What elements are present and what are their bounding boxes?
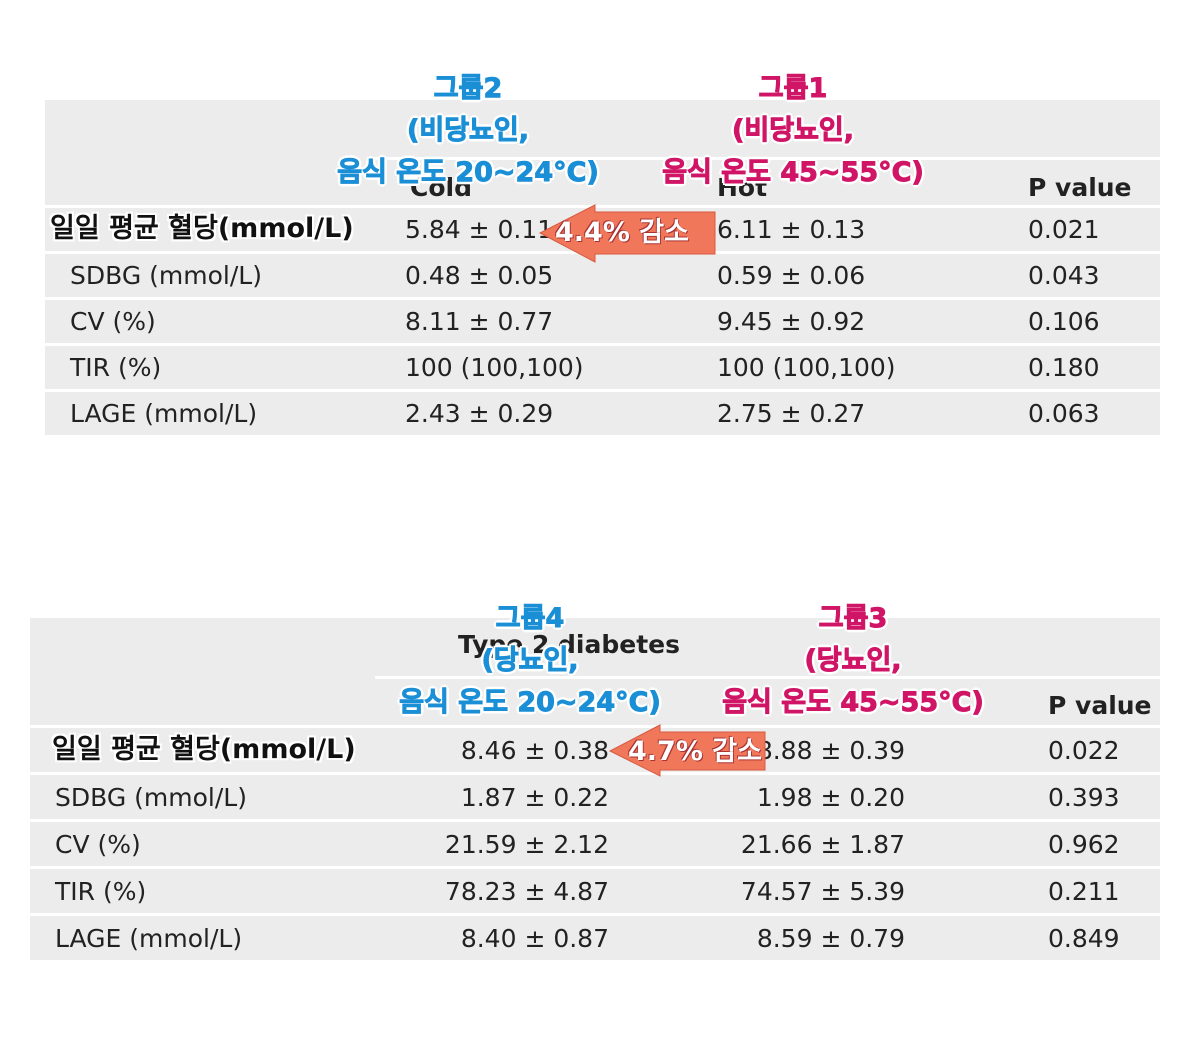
column-header: Cold: [410, 173, 472, 202]
value-cell: 100 (100,100): [405, 353, 584, 382]
p-value-cell: 0.962: [1048, 829, 1120, 859]
row-label: SDBG (mmol/L): [55, 782, 247, 812]
header-rule: [375, 676, 1160, 679]
value-cell: 21.66 ± 1.87: [740, 829, 905, 859]
row-label: 일일 평균 혈당(mmol/L): [50, 213, 354, 244]
column-header: P value: [1048, 691, 1152, 720]
group-annotation: 음식 온도 45~55°C): [722, 687, 985, 718]
row-label: 일일 평균 혈당(mmol/L): [52, 733, 356, 765]
row-bg: [45, 392, 1160, 435]
group-annotation: (당뇨인,: [481, 645, 579, 676]
arrow-shape: [608, 724, 766, 777]
value-cell: 6.11 ± 0.13: [717, 215, 866, 244]
value-cell: 8.40 ± 0.87: [460, 923, 609, 953]
row-label: TIR (%): [70, 353, 162, 382]
value-cell: 78.23 ± 4.87: [444, 876, 609, 906]
value-cell: 0.59 ± 0.06: [717, 261, 866, 290]
p-value-cell: 0.106: [1028, 307, 1100, 336]
arrow-shape: [538, 204, 716, 263]
row-label: TIR (%): [55, 876, 147, 906]
group-annotation: (당뇨인,: [804, 645, 902, 676]
row-label: CV (%): [70, 307, 156, 336]
row-bg: [30, 869, 1160, 913]
group-annotation: 그룹1: [758, 73, 828, 104]
row-bg: [30, 822, 1160, 866]
value-cell: 8.88 ± 0.39: [756, 735, 905, 765]
row-label: LAGE (mmol/L): [70, 399, 258, 428]
group-annotation: (비당뇨인,: [407, 115, 530, 146]
row-label: SDBG (mmol/L): [70, 261, 262, 290]
row-label: LAGE (mmol/L): [55, 923, 243, 953]
group-annotation: 그룹3: [818, 603, 888, 634]
group-annotation: 음식 온도 20~24°C): [399, 687, 662, 718]
value-cell: 2.43 ± 0.29: [405, 399, 554, 428]
p-value-cell: 0.211: [1048, 876, 1120, 906]
value-cell: 1.98 ± 0.20: [756, 782, 905, 812]
row-bg: [45, 346, 1160, 389]
column-header: Hot: [717, 173, 768, 202]
value-cell: 1.87 ± 0.22: [460, 782, 609, 812]
value-cell: 2.75 ± 0.27: [717, 399, 866, 428]
group-annotation: 그룹4: [495, 603, 565, 634]
group-annotation: 그룹2: [433, 73, 503, 104]
value-cell: 8.11 ± 0.77: [405, 307, 554, 336]
row-bg: [30, 775, 1160, 819]
table-header-bg: [30, 618, 1160, 725]
row-bg: [45, 254, 1160, 297]
p-value-cell: 0.063: [1028, 399, 1100, 428]
row-bg: [45, 300, 1160, 343]
value-cell: 8.46 ± 0.38: [460, 735, 609, 765]
row-bg: [30, 728, 1160, 772]
p-value-cell: 0.180: [1028, 353, 1100, 382]
p-value-cell: 0.849: [1048, 923, 1120, 953]
value-cell: 5.84 ± 0.11: [405, 215, 554, 244]
row-bg: [30, 916, 1160, 960]
row-label: CV (%): [55, 829, 141, 859]
value-cell: 21.59 ± 2.12: [444, 829, 609, 859]
p-value-cell: 0.022: [1048, 735, 1120, 765]
group-annotation: 음식 온도 45~55°C): [662, 157, 925, 188]
p-value-cell: 0.021: [1028, 215, 1100, 244]
column-header: P value: [1028, 173, 1132, 202]
table-header-bg: [45, 100, 1160, 205]
p-value-cell: 0.043: [1028, 261, 1100, 290]
p-value-cell: 0.393: [1048, 782, 1120, 812]
value-cell: 8.59 ± 0.79: [756, 923, 905, 953]
value-cell: 0.48 ± 0.05: [405, 261, 554, 290]
arrow-label: 4.7% 감소: [628, 736, 762, 767]
group-annotation: (비당뇨인,: [732, 115, 855, 146]
group-header: Type 2 diabetes: [458, 630, 681, 659]
value-cell: 74.57 ± 5.39: [740, 876, 905, 906]
group-annotation: 음식 온도 20~24°C): [337, 157, 600, 188]
value-cell: 100 (100,100): [717, 353, 896, 382]
header-rule: [370, 157, 1160, 160]
value-cell: 9.45 ± 0.92: [717, 307, 866, 336]
arrow-label: 4.4% 감소: [555, 217, 689, 248]
